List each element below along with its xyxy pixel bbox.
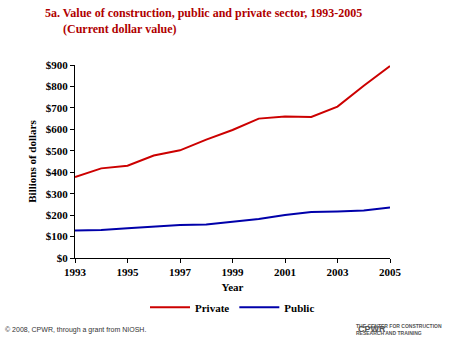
svg-text:5a. Value of construction, pub: 5a. Value of construction, public and pr… <box>45 6 362 36</box>
svg-text:$500: $500 <box>46 145 69 157</box>
svg-text:2003: 2003 <box>327 266 350 278</box>
svg-text:$100: $100 <box>46 230 69 242</box>
svg-text:Private: Private <box>195 302 229 314</box>
svg-text:1995: 1995 <box>117 266 140 278</box>
svg-text:2001: 2001 <box>274 266 296 278</box>
svg-text:1997: 1997 <box>169 266 192 278</box>
svg-text:1993: 1993 <box>64 266 87 278</box>
svg-text:Year: Year <box>222 281 244 293</box>
svg-text:1999: 1999 <box>222 266 245 278</box>
svg-text:CPWR: CPWR <box>358 324 386 334</box>
svg-text:$200: $200 <box>46 209 69 221</box>
svg-text:$700: $700 <box>46 102 69 114</box>
svg-text:Billions of dollars: Billions of dollars <box>26 120 38 203</box>
svg-text:$800: $800 <box>46 80 69 92</box>
svg-text:$0: $0 <box>57 252 69 264</box>
svg-text:© 2008, CPWR, through a grant: © 2008, CPWR, through a grant from NIOSH… <box>5 326 146 334</box>
svg-text:Public: Public <box>284 302 314 314</box>
svg-text:2005: 2005 <box>379 266 402 278</box>
svg-text:$600: $600 <box>46 123 69 135</box>
svg-text:THE CENTER FOR CONSTRUCTIONRES: THE CENTER FOR CONSTRUCTIONRESEARCH AND … <box>356 323 442 336</box>
svg-text:$300: $300 <box>46 188 69 200</box>
svg-text:$400: $400 <box>46 166 69 178</box>
svg-text:$900: $900 <box>46 59 69 71</box>
